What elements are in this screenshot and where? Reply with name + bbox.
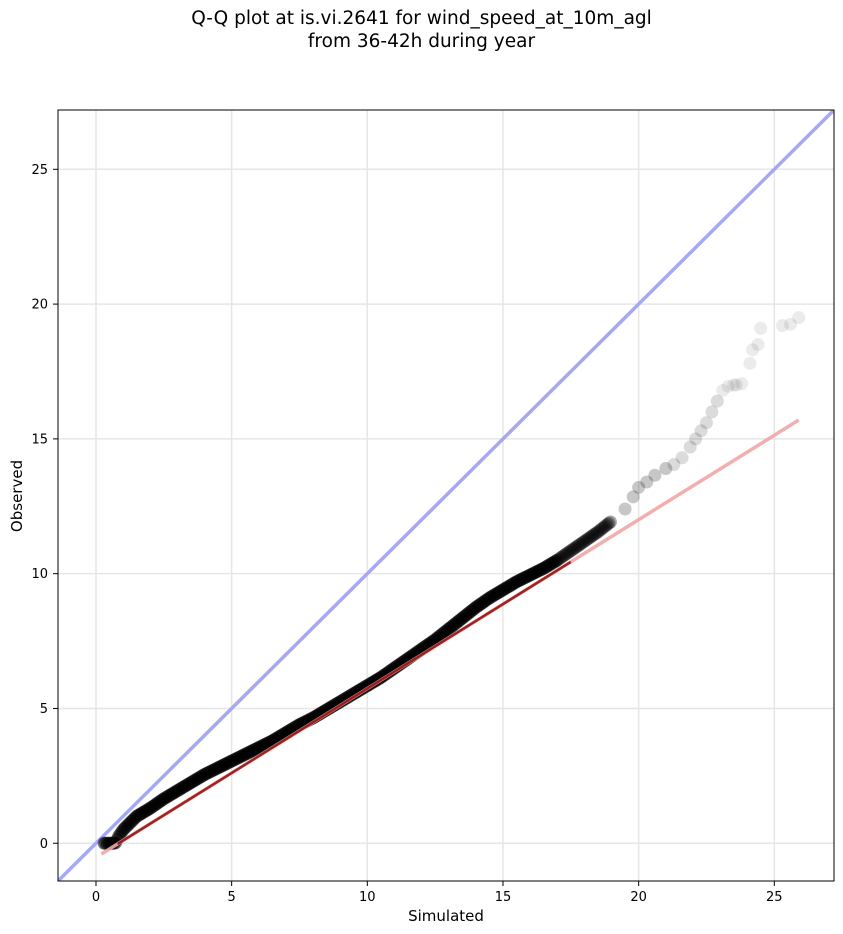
data-point <box>571 539 585 553</box>
y-tick-label: 10 <box>31 567 48 582</box>
y-tick: 15 <box>31 432 58 447</box>
data-point <box>705 405 719 419</box>
identity-line <box>58 110 834 881</box>
chart-title-line-2: from 36-42h during year <box>307 31 536 52</box>
data-point <box>561 546 575 560</box>
data-point <box>694 424 708 438</box>
data-point <box>667 457 681 471</box>
x-tick-label: 25 <box>766 890 783 905</box>
chart-title-line-1: Q-Q plot at is.vi.2641 for wind_speed_at… <box>191 8 652 29</box>
data-point <box>689 432 703 446</box>
data-point <box>602 516 616 530</box>
data-point <box>592 524 606 538</box>
data-point <box>710 394 724 408</box>
data-point <box>743 356 757 370</box>
plot-frame <box>57 109 835 882</box>
y-tick-label: 0 <box>40 837 48 852</box>
data-point <box>727 378 741 392</box>
data-point <box>576 535 590 549</box>
data-point <box>594 523 608 537</box>
data-point <box>582 531 596 545</box>
data-point <box>566 542 580 556</box>
y-tick: 5 <box>40 702 58 717</box>
data-point <box>584 530 598 544</box>
data-point <box>659 462 673 476</box>
x-tick: 5 <box>228 881 236 905</box>
data-point <box>675 451 689 465</box>
data-point <box>574 537 588 551</box>
y-axis-label: Observed <box>8 460 26 532</box>
data-point <box>754 321 768 335</box>
data-point <box>792 311 806 325</box>
x-tick-label: 20 <box>630 890 647 905</box>
data-point <box>553 551 567 565</box>
data-point <box>569 540 583 554</box>
x-tick-label: 5 <box>228 890 236 905</box>
x-tick-label: 0 <box>92 890 100 905</box>
data-point <box>589 526 603 540</box>
data-point <box>581 532 595 546</box>
data-point <box>648 468 662 482</box>
data-point <box>597 520 611 534</box>
y-tick: 10 <box>31 567 58 582</box>
data-point <box>600 518 614 532</box>
data-point <box>558 548 572 562</box>
y-tick: 20 <box>31 298 58 313</box>
data-point <box>586 529 600 543</box>
data-point <box>626 490 640 504</box>
data-point <box>590 525 604 539</box>
x-tick: 0 <box>92 881 100 905</box>
data-point <box>775 319 789 333</box>
data-point <box>751 338 765 352</box>
data-point <box>556 549 570 563</box>
data-point <box>599 519 613 533</box>
data-point <box>577 534 591 548</box>
data-point <box>579 533 593 547</box>
y-tick: 25 <box>31 163 58 178</box>
y-tick: 0 <box>40 837 58 852</box>
x-tick-label: 15 <box>495 890 512 905</box>
x-axis-label: Simulated <box>408 907 484 925</box>
fit-line-dense-segment <box>117 560 572 845</box>
data-point <box>559 547 573 561</box>
x-tick: 15 <box>495 881 512 905</box>
y-axis-ticks: 0 5 10 15 20 25 <box>31 163 58 852</box>
data-point <box>784 317 798 331</box>
grid <box>58 110 834 881</box>
data-point <box>618 502 632 516</box>
x-tick-label: 10 <box>359 890 376 905</box>
y-tick-label: 15 <box>31 432 48 447</box>
data-point <box>699 416 713 430</box>
data-point <box>603 515 617 529</box>
data-point <box>746 343 760 357</box>
x-tick: 25 <box>766 881 783 905</box>
data-point <box>551 552 565 566</box>
y-tick-label: 25 <box>31 163 48 178</box>
data-point <box>683 440 697 454</box>
data-point <box>572 538 586 552</box>
data-point <box>632 480 646 494</box>
data-point <box>568 541 582 555</box>
data-point <box>564 543 578 557</box>
x-axis-ticks: 0 5 10 15 20 25 <box>92 881 783 905</box>
data-point <box>640 475 654 489</box>
data-point <box>563 545 577 559</box>
data-point <box>587 528 601 542</box>
data-point <box>729 378 743 392</box>
data-point <box>555 550 569 564</box>
data-point <box>595 521 609 535</box>
x-tick: 10 <box>359 881 376 905</box>
data-point <box>721 379 735 393</box>
data-point <box>550 554 564 568</box>
data-points <box>97 311 806 850</box>
data-point <box>716 383 730 397</box>
y-tick-label: 5 <box>40 702 48 717</box>
data-point <box>735 377 749 391</box>
y-tick-label: 20 <box>31 298 48 313</box>
x-tick: 20 <box>630 881 647 905</box>
